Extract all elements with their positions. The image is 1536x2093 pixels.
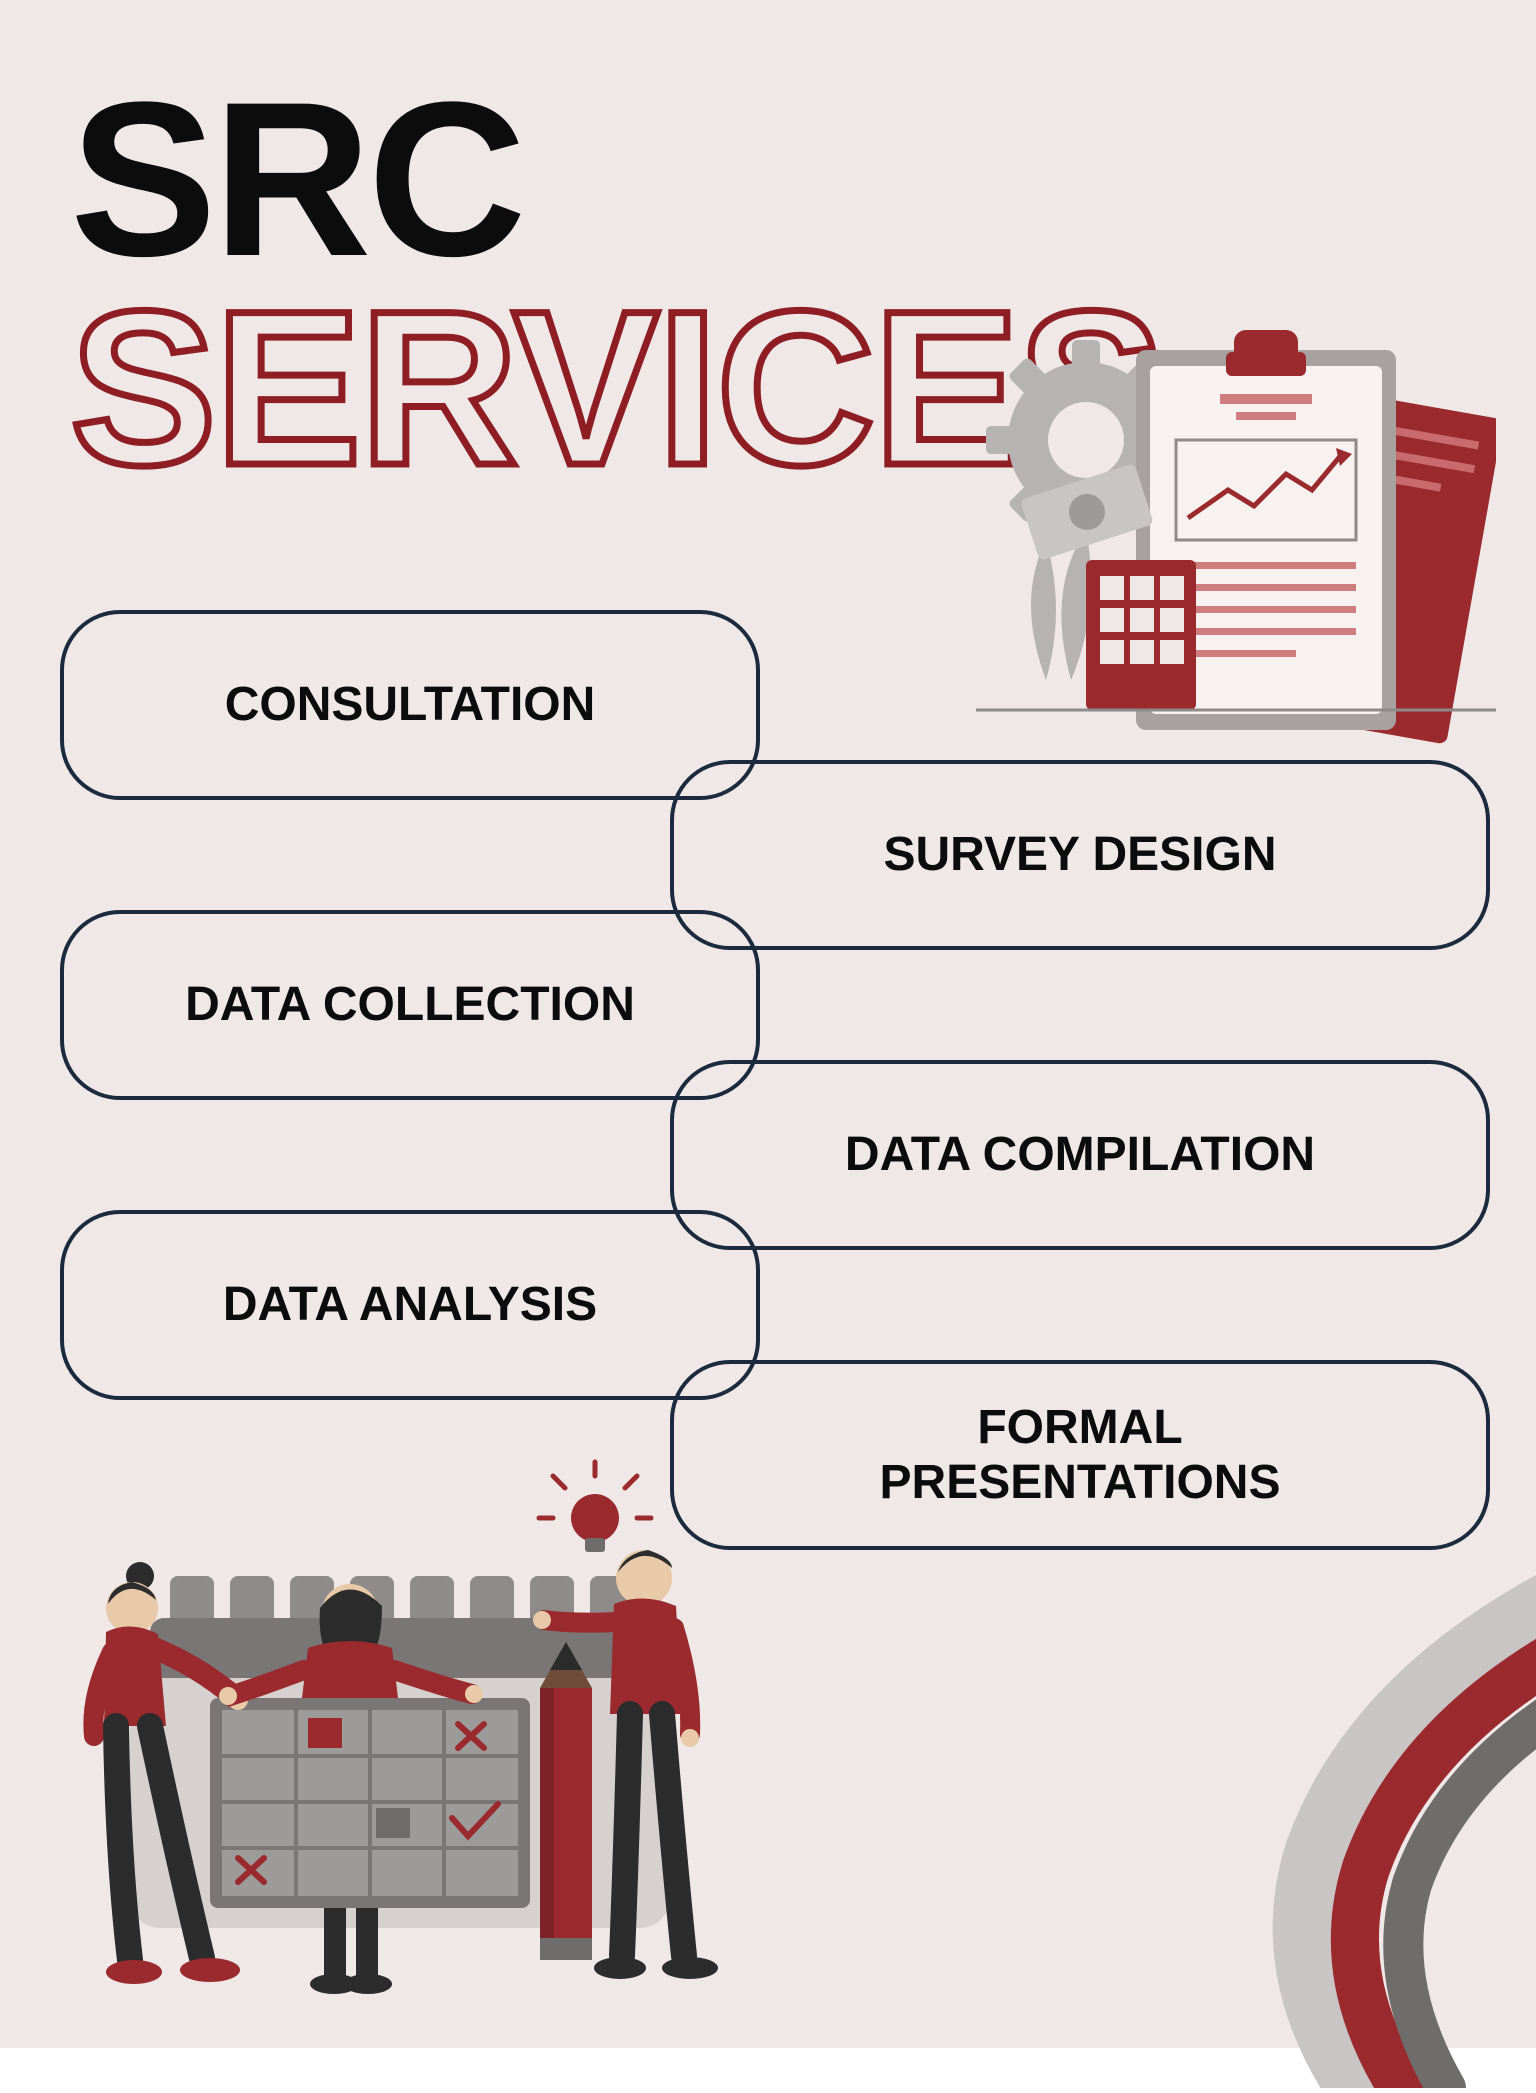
page: SRC SERVICES (0, 0, 1536, 2048)
service-label: DATA COLLECTION (185, 977, 635, 1032)
team-illustration (40, 1408, 760, 2008)
service-consultation: CONSULTATION (60, 610, 760, 800)
service-data-compilation: DATA COMPILATION (670, 1060, 1490, 1250)
title-line1: SRC (70, 80, 1163, 278)
service-label: DATA COMPILATION (845, 1127, 1315, 1182)
service-formal-presentations: FORMALPRESENTATIONS (670, 1360, 1490, 1550)
service-label: DATA ANALYSIS (223, 1277, 597, 1332)
clipboard-illustration (976, 300, 1496, 800)
service-label: SURVEY DESIGN (883, 827, 1276, 882)
service-label: CONSULTATION (225, 677, 596, 732)
service-survey-design: SURVEY DESIGN (670, 760, 1490, 950)
service-data-collection: DATA COLLECTION (60, 910, 760, 1100)
swoosh-decor (1016, 1528, 1536, 2088)
service-label: FORMALPRESENTATIONS (880, 1400, 1281, 1510)
service-data-analysis: DATA ANALYSIS (60, 1210, 760, 1400)
